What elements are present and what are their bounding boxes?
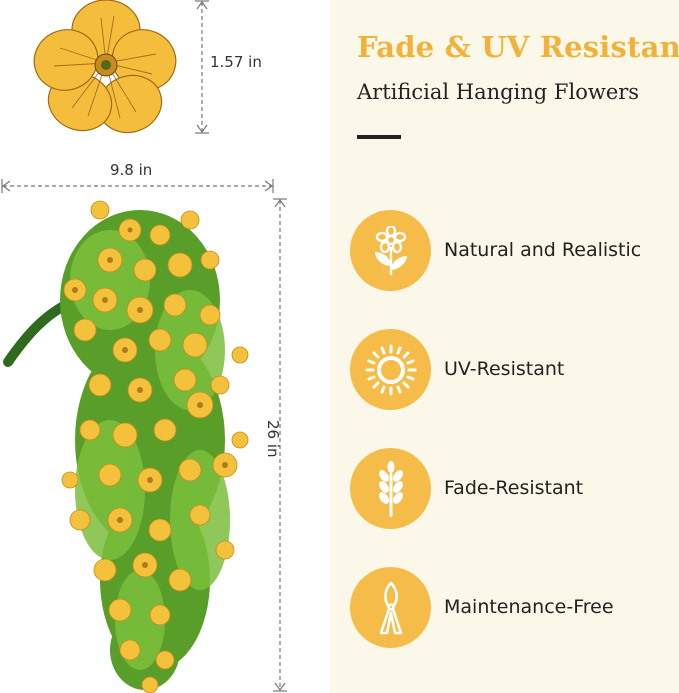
flower-icon	[350, 210, 431, 291]
product-image-panel: 1.57 in 9.8 in 26 in	[0, 0, 330, 693]
single-flower-image	[33, 0, 177, 134]
feature-uv-resistant: UV-Resistant	[350, 329, 679, 411]
feature-natural-realistic: Natural and Realistic	[350, 210, 679, 292]
feature-label: Fade-Resistant	[444, 477, 584, 499]
wheat-icon	[350, 448, 431, 529]
width-label: 9.8 in	[110, 161, 153, 179]
flower-diameter-label: 1.57 in	[210, 53, 262, 71]
length-dimension-line	[273, 198, 287, 692]
width-dimension-line	[1, 179, 274, 193]
hanging-flowers-image	[3, 200, 249, 693]
feature-maintenance-free: Maintenance-Free	[350, 567, 679, 649]
feature-label: UV-Resistant	[444, 358, 565, 380]
pruning-shears-icon	[350, 567, 431, 648]
feature-label: Maintenance-Free	[444, 596, 614, 618]
flower-diameter-dimension-line	[195, 0, 209, 134]
feature-label: Natural and Realistic	[444, 239, 642, 261]
title-divider	[357, 135, 401, 139]
sun-icon	[350, 329, 431, 410]
headline-subtitle: Artificial Hanging Flowers	[357, 80, 640, 104]
headline-title: Fade & UV Resistant	[357, 30, 679, 64]
feature-fade-resistant: Fade-Resistant	[350, 448, 679, 530]
